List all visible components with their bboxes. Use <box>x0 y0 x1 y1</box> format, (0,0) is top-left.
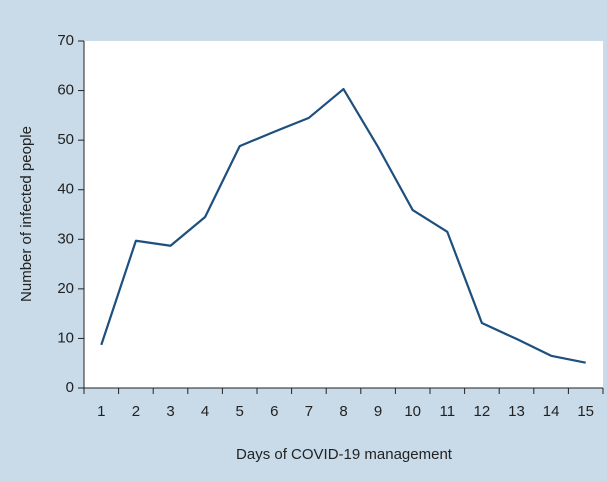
x-axis-label: Days of COVID-19 management <box>236 446 453 463</box>
x-tick-label: 2 <box>132 403 140 420</box>
data-line <box>100 87 586 364</box>
x-tick-label: 10 <box>404 403 421 420</box>
x-tick-label: 1 <box>97 403 105 420</box>
x-tick-label: 7 <box>305 403 313 420</box>
y-tick-label: 60 <box>57 82 74 99</box>
y-tick-label: 50 <box>57 131 74 148</box>
y-tick-label: 0 <box>66 379 74 396</box>
y-axis-label: Number of infected people <box>18 126 35 302</box>
x-tick-label: 14 <box>543 403 560 420</box>
x-tick-label: 4 <box>201 403 209 420</box>
x-tick-label: 15 <box>577 403 594 420</box>
y-tick-label: 40 <box>57 181 74 198</box>
x-tick-label: 3 <box>166 403 174 420</box>
x-tick-label: 8 <box>339 403 347 420</box>
x-tick-label: 5 <box>236 403 244 420</box>
x-tick-label: 11 <box>440 403 456 420</box>
x-tick-label: 13 <box>508 403 525 420</box>
y-tick-label: 10 <box>57 329 74 346</box>
x-tick-label: 12 <box>474 403 491 420</box>
y-tick-label: 70 <box>57 32 74 49</box>
y-tick-label: 30 <box>57 230 74 247</box>
y-tick-label: 20 <box>57 280 74 297</box>
plot-area <box>84 41 603 388</box>
x-tick-label: 9 <box>374 403 382 420</box>
x-tick-label: 6 <box>270 403 278 420</box>
